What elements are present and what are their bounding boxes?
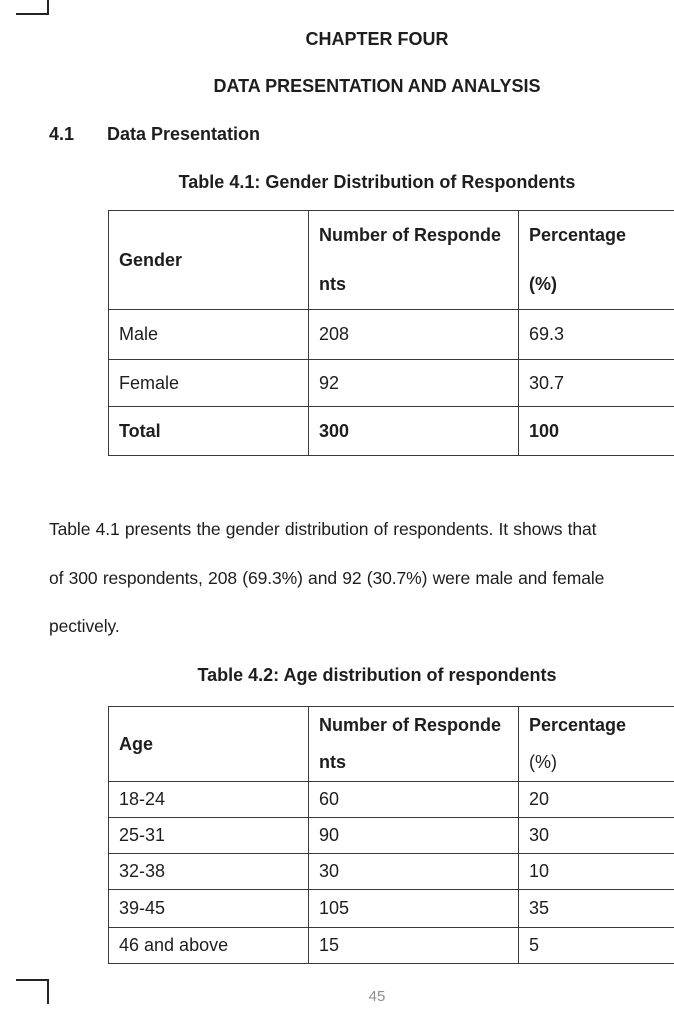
gender-table: Gender Number of Responde nts Percentage… — [108, 210, 674, 456]
page-number: 45 — [368, 988, 386, 1005]
crop-mark-top-left — [16, 0, 49, 15]
cell-label: 25-31 — [108, 817, 309, 854]
age-table: Age Number of Responde nts Percentage (%… — [108, 706, 674, 964]
cell-label: 32-38 — [108, 853, 309, 890]
crop-mark-bottom-left — [16, 979, 49, 1004]
cell-respondents: 300 — [308, 406, 519, 456]
cell-respondents: 105 — [308, 889, 519, 928]
cell-label: 18-24 — [108, 781, 309, 818]
table-row: 39-45 105 35 — [108, 889, 674, 928]
cell-respondents: 15 — [308, 927, 519, 964]
table-row: Male 208 69.3 — [108, 309, 674, 360]
cell-percentage: 30.7 — [518, 359, 674, 407]
age-table-caption: Table 4.2: Age distribution of responden… — [197, 665, 557, 685]
cell-label: 46 and above — [108, 927, 309, 964]
column-header-respondents: Number of Responde nts — [308, 210, 519, 310]
cell-label: Total — [108, 406, 309, 456]
cell-percentage: 30 — [518, 817, 674, 854]
cell-respondents: 60 — [308, 781, 519, 818]
analysis-paragraph-line-2: of 300 respondents, 208 (69.3%) and 92 (… — [49, 568, 605, 588]
section-title: Data Presentation — [107, 124, 261, 144]
cell-label: Female — [108, 359, 309, 407]
table-row: 32-38 30 10 — [108, 853, 674, 890]
cell-respondents: 30 — [308, 853, 519, 890]
table-row: 46 and above 15 5 — [108, 927, 674, 964]
column-header-age: Age — [108, 706, 309, 782]
cell-percentage: 69.3 — [518, 309, 674, 360]
column-header-gender: Gender — [108, 210, 309, 310]
chapter-subheading: DATA PRESENTATION AND ANALYSIS — [213, 76, 541, 96]
table-row: 18-24 60 20 — [108, 781, 674, 818]
cell-percentage: 100 — [518, 406, 674, 456]
chapter-heading: CHAPTER FOUR — [305, 29, 449, 49]
cell-respondents: 208 — [308, 309, 519, 360]
cell-label: Male — [108, 309, 309, 360]
table-row-total: Total 300 100 — [108, 406, 674, 456]
cell-respondents: 90 — [308, 817, 519, 854]
section-heading: 4.1 Data Presentation — [49, 124, 260, 145]
column-header-percentage: Percentage (%) — [518, 706, 674, 782]
column-header-respondents: Number of Responde nts — [308, 706, 519, 782]
cell-percentage: 10 — [518, 853, 674, 890]
analysis-paragraph-line-3: pectively. — [49, 616, 120, 636]
table-row: Female 92 30.7 — [108, 359, 674, 407]
gender-table-caption: Table 4.1: Gender Distribution of Respon… — [178, 172, 576, 192]
column-header-percentage: Percentage (%) — [518, 210, 674, 310]
cell-percentage: 5 — [518, 927, 674, 964]
cell-percentage: 20 — [518, 781, 674, 818]
analysis-paragraph-line-1: Table 4.1 presents the gender distributi… — [49, 519, 597, 539]
table-row: 25-31 90 30 — [108, 817, 674, 854]
age-table-header-row: Age Number of Responde nts Percentage (%… — [108, 706, 674, 782]
cell-percentage: 35 — [518, 889, 674, 928]
section-number: 4.1 — [49, 124, 75, 144]
cell-label: 39-45 — [108, 889, 309, 928]
cell-respondents: 92 — [308, 359, 519, 407]
gender-table-header-row: Gender Number of Responde nts Percentage… — [108, 210, 674, 310]
